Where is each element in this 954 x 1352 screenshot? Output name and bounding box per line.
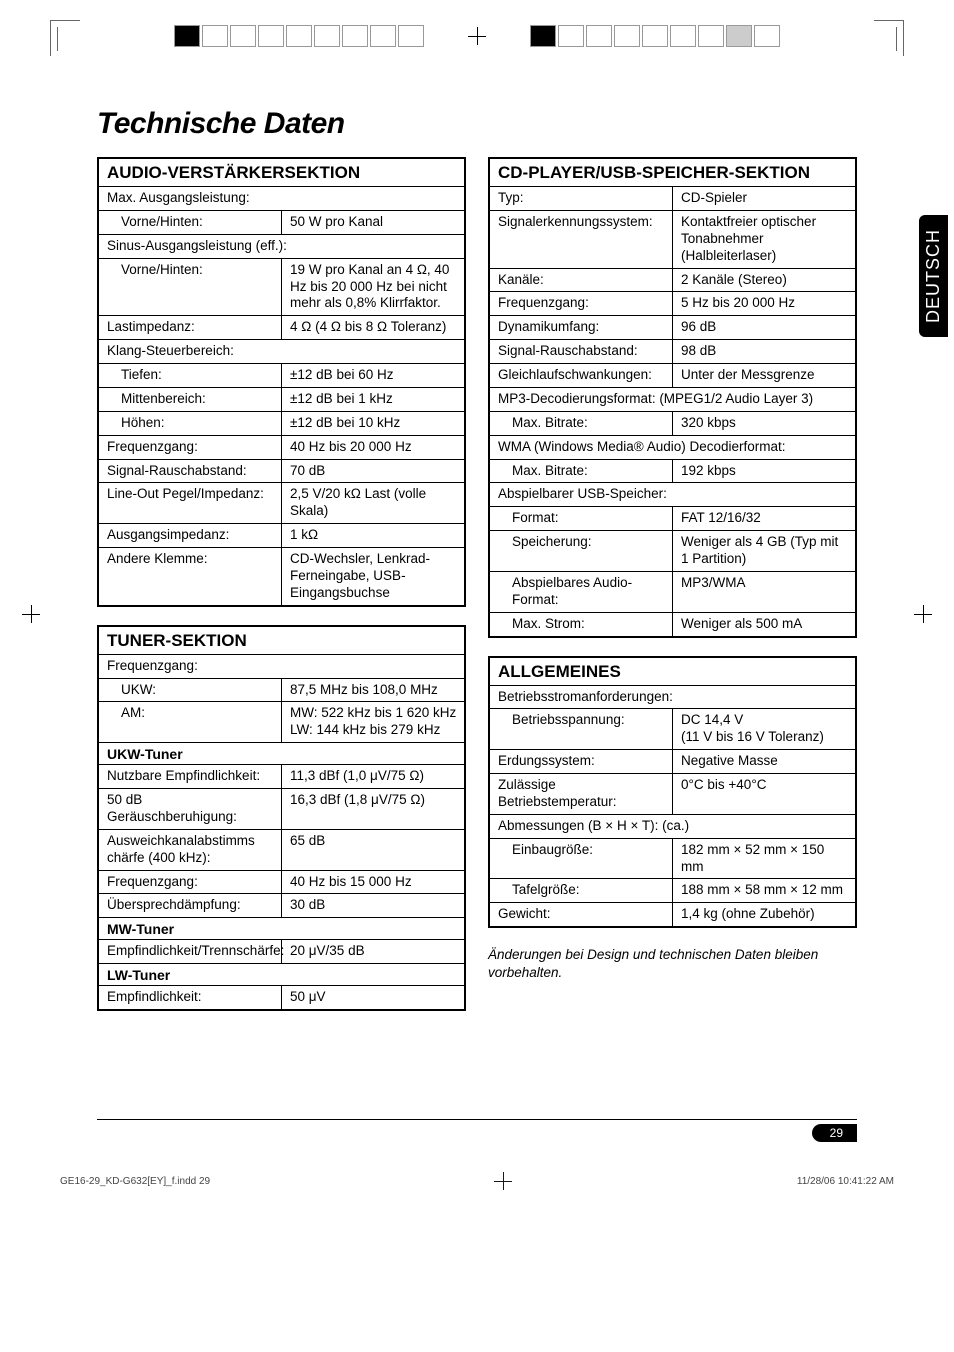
table-row-value: 2,5 V/20 kΩ Last (volle Skala) — [282, 483, 466, 524]
table-row-value: MP3/WMA — [673, 571, 857, 612]
table-row-label: Abspielbares Audio-Format: — [489, 571, 673, 612]
table-row-label: Ausgangsimpedanz: — [98, 524, 282, 548]
cd-rows: Typ:CD-SpielerSignalerkennungssystem:Kon… — [489, 187, 856, 637]
table-row-label: Tiefen: — [98, 364, 282, 388]
table-row-label: Signal-Rauschabstand: — [489, 340, 673, 364]
table-row-value: Kontaktfreier optischer Tonabnehmer (Hal… — [673, 210, 857, 268]
table-row-value: 320 kbps — [673, 411, 857, 435]
table-row-label: Vorne/Hinten: — [98, 258, 282, 316]
table-row-label: Erdungssystem: — [489, 750, 673, 774]
table-row-label: Max. Bitrate: — [489, 459, 673, 483]
table-row-label: Dynamikumfang: — [489, 316, 673, 340]
table-row-label: Höhen: — [98, 411, 282, 435]
table-row-full: Abmessungen (B × H × T): (ca.) — [489, 814, 856, 838]
cd-header: CD-PLAYER/USB-SPEICHER-SEKTION — [489, 158, 856, 187]
audio-header: AUDIO-VERSTÄRKERSEKTION — [98, 158, 465, 187]
table-row-value: 70 dB — [282, 459, 466, 483]
table-row-full: MP3-Decodierungsformat: (MPEG1/2 Audio L… — [489, 387, 856, 411]
table-row-value: Negative Masse — [673, 750, 857, 774]
center-mark-icon — [468, 27, 486, 45]
table-row-label: Format: — [489, 507, 673, 531]
print-footer-left: GE16-29_KD-G632[EY]_f.indd 29 — [60, 1176, 210, 1187]
general-header: ALLGEMEINES — [489, 657, 856, 686]
table-row-value: Weniger als 500 mA — [673, 612, 857, 636]
page-number: 29 — [812, 1124, 857, 1142]
side-reg-left-icon — [22, 605, 40, 623]
table-row-value: ±12 dB bei 10 kHz — [282, 411, 466, 435]
table-row-value: 19 W pro Kanal an 4 Ω, 40 Hz bis 20 000 … — [282, 258, 466, 316]
table-row-value: 2 Kanäle (Stereo) — [673, 268, 857, 292]
cd-table: CD-PLAYER/USB-SPEICHER-SEKTION Typ:CD-Sp… — [488, 157, 857, 638]
table-row-label: Einbaugröße: — [489, 838, 673, 879]
table-row-full: Klang-Steuerbereich: — [98, 340, 465, 364]
table-row-value: Unter der Messgrenze — [673, 364, 857, 388]
table-row-label: Kanäle: — [489, 268, 673, 292]
audio-rows: Max. Ausgangsleistung:Vorne/Hinten:50 W … — [98, 187, 465, 606]
table-row-value: 40 Hz bis 20 000 Hz — [282, 435, 466, 459]
table-row-label: Andere Klemme: — [98, 548, 282, 606]
table-row-label: Signalerkennungssystem: — [489, 210, 673, 268]
footnote: Änderungen bei Design und technischen Da… — [488, 946, 857, 981]
table-row-full: WMA (Windows Media® Audio) Decodierforma… — [489, 435, 856, 459]
reg-group-right — [530, 25, 780, 47]
table-row-value: Weniger als 4 GB (Typ mit 1 Partition) — [673, 531, 857, 572]
table-row-label: Signal-Rauschabstand: — [98, 459, 282, 483]
print-footer-right: 11/28/06 10:41:22 AM — [797, 1176, 894, 1187]
table-row-value: DC 14,4 V (11 V bis 16 V Toleranz) — [673, 709, 857, 750]
print-footer: GE16-29_KD-G632[EY]_f.indd 29 11/28/06 1… — [0, 1142, 954, 1210]
table-row-label: Zulässige Betriebstemperatur: — [489, 774, 673, 815]
table-row-label: Gleichlaufschwankungen: — [489, 364, 673, 388]
table-row-label: Max. Bitrate: — [489, 411, 673, 435]
table-row-full: Abspielbarer USB-Speicher: — [489, 483, 856, 507]
table-row-full: Sinus-Ausgangsleistung (eff.): — [98, 234, 465, 258]
reg-group-left — [174, 25, 424, 47]
table-row-value: 188 mm × 58 mm × 12 mm — [673, 879, 857, 903]
table-row-value: 0°C bis +40°C — [673, 774, 857, 815]
table-row-value: 1,4 kg (ohne Zubehör) — [673, 903, 857, 927]
table-row-value: ±12 dB bei 1 kHz — [282, 387, 466, 411]
table-row-value: 98 dB — [673, 340, 857, 364]
crop-mark-right — [874, 20, 904, 56]
table-row-value: ±12 dB bei 60 Hz — [282, 364, 466, 388]
table-row-full: Max. Ausgangsleistung: — [98, 187, 465, 211]
table-row-value: FAT 12/16/32 — [673, 507, 857, 531]
audio-table: AUDIO-VERSTÄRKERSEKTION Max. Ausgangslei… — [97, 157, 466, 607]
general-table: ALLGEMEINES Betriebsstromanforderungen:B… — [488, 656, 857, 929]
table-row-label: Lastimpedanz: — [98, 316, 282, 340]
top-registration — [0, 0, 954, 85]
crop-mark-left — [50, 20, 80, 56]
table-row-label: Speicherung: — [489, 531, 673, 572]
table-row-value: 50 W pro Kanal — [282, 210, 466, 234]
side-reg-right-icon — [914, 605, 932, 623]
table-row-label: Betriebsspannung: — [489, 709, 673, 750]
table-row-value: CD-Wechsler, Lenkrad-Ferneingabe, USB-Ei… — [282, 548, 466, 606]
table-row-label: Mittenbereich: — [98, 387, 282, 411]
table-row-value: 192 kbps — [673, 459, 857, 483]
language-tab: DEUTSCH — [919, 215, 948, 337]
table-row-value: 5 Hz bis 20 000 Hz — [673, 292, 857, 316]
table-row-value: 182 mm × 52 mm × 150 mm — [673, 838, 857, 879]
table-row-value: 96 dB — [673, 316, 857, 340]
page-title: Technische Daten — [97, 107, 857, 141]
table-row-value: 1 kΩ — [282, 524, 466, 548]
footer-center-mark-icon — [494, 1172, 512, 1190]
tuner-header: TUNER-SEKTION — [98, 626, 465, 655]
table-row-label: Typ: — [489, 187, 673, 211]
table-row-value: 4 Ω (4 Ω bis 8 Ω Toleranz) — [282, 316, 466, 340]
table-row-full: Betriebsstromanforderungen: — [489, 685, 856, 709]
tuner-table: TUNER-SEKTION Frequenzgang: UKW:87,5 MHz… — [97, 625, 466, 1011]
table-row-label: Gewicht: — [489, 903, 673, 927]
general-rows: Betriebsstromanforderungen:Betriebsspann… — [489, 685, 856, 927]
table-row-label: Vorne/Hinten: — [98, 210, 282, 234]
table-row-label: Frequenzgang: — [489, 292, 673, 316]
table-row-label: Frequenzgang: — [98, 435, 282, 459]
table-row-label: Line-Out Pegel/Impedanz: — [98, 483, 282, 524]
table-row-label: Tafelgröße: — [489, 879, 673, 903]
page-footer-rule: 29 — [97, 1119, 857, 1142]
table-row-label: Max. Strom: — [489, 612, 673, 636]
table-row-value: CD-Spieler — [673, 187, 857, 211]
